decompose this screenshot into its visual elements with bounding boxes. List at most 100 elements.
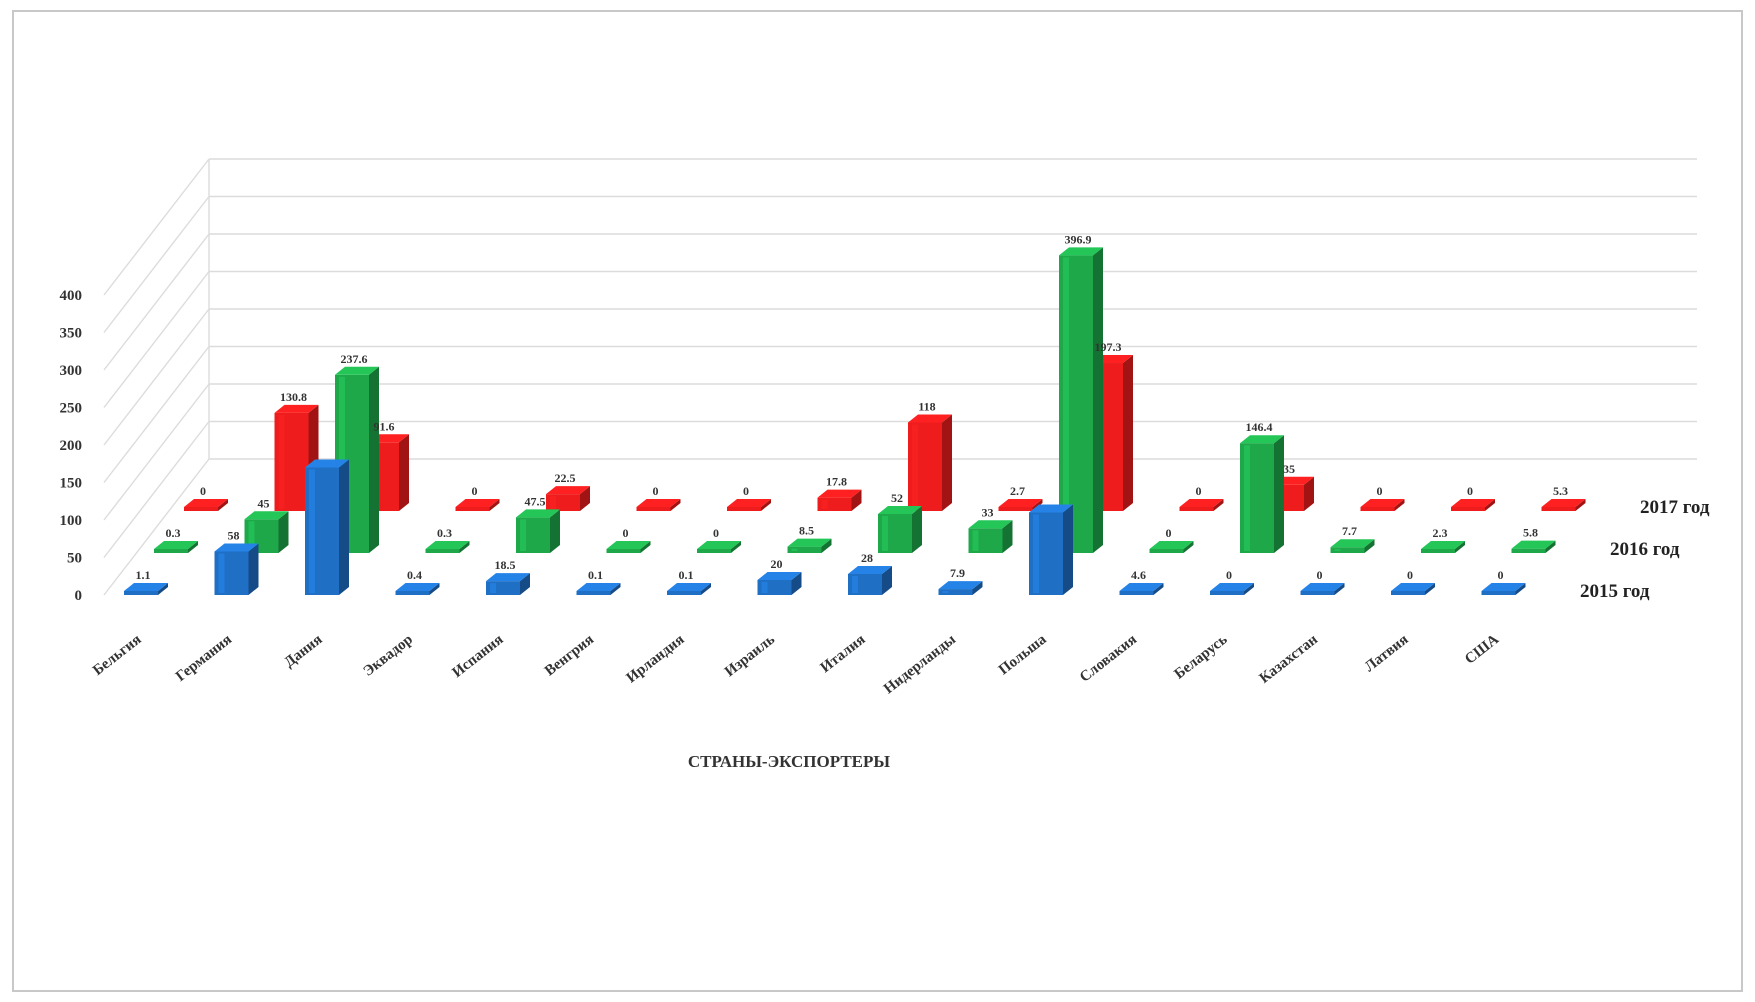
- bar: [1059, 247, 1103, 553]
- side-gridline: [103, 383, 210, 521]
- data-label: 0: [200, 484, 206, 498]
- data-label: 33: [982, 505, 994, 519]
- chart-frame: 0 50 100 150 200 250 300 350 400 0 130.8 91.6 0 22.5…: [12, 10, 1743, 992]
- y-tick-label: 250: [60, 401, 83, 417]
- data-label: 22.5: [555, 471, 576, 485]
- category-label: Германия: [173, 632, 235, 685]
- data-label: 197.3: [1095, 340, 1122, 354]
- category-label: Ирландия: [624, 632, 688, 687]
- y-tick-label: 300: [60, 363, 83, 379]
- data-label: 0: [623, 526, 629, 540]
- data-labels: 0 130.8 91.6 0 22.5 0 0 17.8 118 2.7 197.3 0 35 0 0 5.3…: [136, 232, 1569, 582]
- bar: [154, 541, 198, 553]
- bar: [817, 489, 862, 511]
- bar: [1451, 499, 1495, 511]
- bar: [697, 541, 741, 553]
- y-tick-label: 100: [60, 513, 83, 529]
- data-label: 0: [1467, 484, 1473, 498]
- side-gridline: [103, 308, 210, 446]
- data-label: 91.6: [374, 419, 395, 433]
- bar: [908, 414, 952, 511]
- bar: [636, 499, 681, 511]
- series-label: 2017 год: [1640, 497, 1710, 518]
- data-label: 146.4: [1246, 420, 1273, 434]
- series-label: 2015 год: [1580, 581, 1650, 602]
- data-label: 130.8: [280, 390, 307, 404]
- bar: [878, 506, 922, 553]
- category-label: Израиль: [722, 632, 778, 681]
- data-label: 47.5: [525, 494, 546, 508]
- data-label: 0.1: [588, 568, 603, 582]
- bar: [667, 583, 711, 595]
- bar: [757, 572, 802, 595]
- data-label: 0: [713, 526, 719, 540]
- data-label: 2.3: [1433, 526, 1448, 540]
- bar: [1210, 583, 1254, 595]
- bar: [395, 583, 440, 595]
- data-label: 0: [1498, 568, 1504, 582]
- side-gridline: [103, 196, 210, 333]
- bar: [546, 486, 590, 511]
- y-tick-label: 0: [75, 588, 83, 604]
- bar: [244, 511, 289, 553]
- data-label: 17.8: [826, 475, 847, 489]
- bar: [1240, 435, 1284, 553]
- category-label: Бельгия: [90, 632, 144, 679]
- bar: [1300, 583, 1345, 595]
- bar: [425, 541, 470, 553]
- side-gridline: [103, 233, 210, 371]
- bar: [727, 499, 771, 511]
- data-label: 0: [653, 484, 659, 498]
- data-label: 0.1: [679, 568, 694, 582]
- category-label: Польша: [996, 631, 1050, 678]
- category-label: Дания: [282, 632, 326, 671]
- category-label: Беларусь: [1172, 632, 1231, 683]
- series-label: 2016 год: [1610, 539, 1680, 560]
- category-label: Латвия: [1362, 632, 1412, 676]
- data-label: 5.3: [1553, 484, 1568, 498]
- y-tick-label: 200: [60, 438, 83, 454]
- data-label: 52: [891, 491, 903, 505]
- bar: [184, 499, 228, 511]
- bar: [1330, 539, 1375, 553]
- data-label: 4.6: [1131, 568, 1146, 582]
- data-label: 0: [1377, 484, 1383, 498]
- bar: [214, 543, 259, 595]
- data-label: 0.3: [437, 526, 452, 540]
- side-gridline: [103, 346, 210, 483]
- data-label: 18.5: [495, 558, 516, 572]
- data-label: 237.6: [341, 352, 368, 366]
- data-label: 0: [1166, 526, 1172, 540]
- data-label: 7.7: [1342, 524, 1357, 538]
- bar: [516, 509, 560, 553]
- bar: [1029, 504, 1073, 595]
- y-tick-label: 350: [60, 326, 83, 342]
- bar: [606, 541, 651, 553]
- bar: [486, 573, 530, 595]
- data-label: 45: [258, 496, 270, 510]
- bar: [305, 459, 349, 595]
- y-axis-ticks: 0 50 100 150 200 250 300 350 400: [60, 288, 83, 604]
- data-label: 0: [472, 484, 478, 498]
- category-labels: Бельгия Германия Дания Эквадор Испания Венгри…: [90, 631, 1502, 697]
- bars: [124, 247, 1586, 595]
- side-gridline: [103, 421, 210, 558]
- bar: [1119, 583, 1164, 595]
- bar: [1421, 541, 1465, 553]
- bar: [1481, 583, 1526, 595]
- category-label: Казахстан: [1257, 631, 1322, 686]
- data-label: 7.9: [950, 566, 965, 580]
- bar: [576, 583, 621, 595]
- data-label: 0: [1317, 568, 1323, 582]
- bar: [124, 583, 168, 595]
- category-label: США: [1462, 631, 1502, 667]
- x-axis-title: СТРАНЫ-ЭКСПОРТЕРЫ: [688, 752, 890, 771]
- side-gridline: [103, 458, 210, 596]
- data-label: 58: [228, 529, 240, 543]
- data-label: 396.9: [1065, 232, 1092, 246]
- side-gridline: [103, 271, 210, 408]
- category-label: Италия: [818, 632, 869, 677]
- data-label: 8.5: [799, 524, 814, 538]
- category-label: Венгрия: [542, 632, 597, 680]
